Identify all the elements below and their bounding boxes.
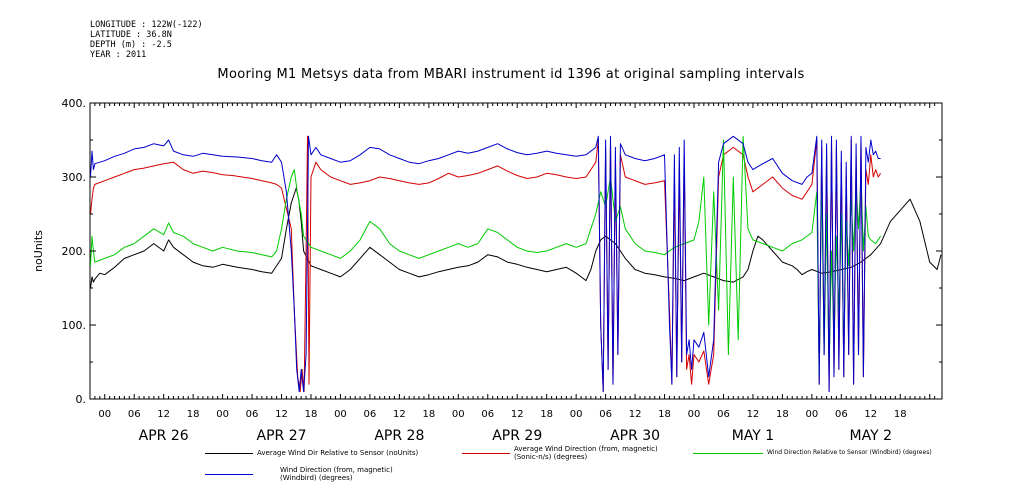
year-label: YEAR : 2011 bbox=[90, 50, 147, 60]
x-day-label: MAY 2 bbox=[850, 428, 892, 444]
mooring-metadata: LONGITUDE : 122W(-122) LATITUDE : 36.8N … bbox=[90, 20, 203, 60]
x-hour-label: 12 bbox=[747, 409, 760, 420]
x-hour-label: 12 bbox=[511, 409, 524, 420]
legend-label-blue-text: Wind Direction (from, magnetic) (Windbir… bbox=[280, 466, 393, 482]
legend-swatch-blue bbox=[205, 474, 253, 475]
latitude-label: LATITUDE : 36.8N bbox=[90, 30, 172, 40]
x-hour-label: 12 bbox=[393, 409, 406, 420]
series-line-3 bbox=[90, 135, 881, 393]
y-tick-label: 400. bbox=[62, 97, 87, 110]
depth-label: DEPTH (m) : -2.5 bbox=[90, 40, 172, 50]
x-hour-label: 18 bbox=[776, 409, 789, 420]
x-day-label: APR 30 bbox=[610, 428, 660, 444]
x-hour-label: 06 bbox=[128, 409, 141, 420]
legend-swatch-black bbox=[205, 453, 253, 454]
x-hour-label: 00 bbox=[216, 409, 229, 420]
plot-frame bbox=[89, 102, 943, 400]
legend-label-blue: Wind Direction (from, magnetic) (Windbir… bbox=[280, 466, 430, 482]
series-line-1 bbox=[90, 135, 882, 393]
x-hour-label: 06 bbox=[481, 409, 494, 420]
x-hour-label: 06 bbox=[599, 409, 612, 420]
chart-title: Mooring M1 Metsys data from MBARI instru… bbox=[217, 67, 805, 82]
x-day-label: APR 28 bbox=[374, 428, 424, 444]
x-hour-label: 18 bbox=[187, 409, 200, 420]
longitude-label: LONGITUDE : 122W(-122) bbox=[90, 20, 203, 30]
x-hour-label: 06 bbox=[246, 409, 259, 420]
legend-label-green: Wind Direction Relative to Sensor (Windb… bbox=[767, 449, 932, 456]
x-hour-label: 06 bbox=[364, 409, 377, 420]
x-hour-label: 00 bbox=[98, 409, 111, 420]
x-day-label: MAY 1 bbox=[732, 428, 774, 444]
legend-swatch-red bbox=[462, 453, 510, 454]
x-hour-label: 00 bbox=[452, 409, 465, 420]
x-hour-label: 18 bbox=[422, 409, 435, 420]
x-hour-label: 18 bbox=[894, 409, 907, 420]
x-hour-label: 12 bbox=[275, 409, 288, 420]
x-hour-label: 18 bbox=[540, 409, 553, 420]
x-hour-label: 12 bbox=[864, 409, 877, 420]
y-tick-label: 0. bbox=[76, 393, 87, 406]
x-hour-label: 06 bbox=[835, 409, 848, 420]
x-hour-label: 18 bbox=[305, 409, 318, 420]
x-hour-label: 18 bbox=[658, 409, 671, 420]
x-day-label: APR 29 bbox=[492, 428, 542, 444]
legend-label-black: Average Wind Dir Relative to Sensor (noU… bbox=[257, 449, 419, 457]
legend-label-red: Average Wind Direction (from, magnetic) … bbox=[514, 445, 684, 461]
x-hour-label: 00 bbox=[688, 409, 701, 420]
x-hour-label: 06 bbox=[717, 409, 730, 420]
y-tick-label: 300. bbox=[62, 171, 87, 184]
x-hour-label: 12 bbox=[157, 409, 170, 420]
x-hour-label: 12 bbox=[629, 409, 642, 420]
y-axis-label: noUnits bbox=[32, 230, 45, 272]
x-day-label: APR 27 bbox=[257, 428, 307, 444]
x-hour-label: 00 bbox=[806, 409, 819, 420]
series-line-0 bbox=[90, 187, 942, 289]
x-day-label: APR 26 bbox=[139, 428, 189, 444]
y-tick-label: 200. bbox=[62, 245, 87, 258]
y-tick-label: 100. bbox=[62, 319, 87, 332]
legend-swatch-green bbox=[693, 453, 763, 454]
legend-label-red-text: Average Wind Direction (from, magnetic) … bbox=[514, 445, 658, 461]
x-hour-label: 00 bbox=[334, 409, 347, 420]
x-hour-label: 00 bbox=[570, 409, 583, 420]
